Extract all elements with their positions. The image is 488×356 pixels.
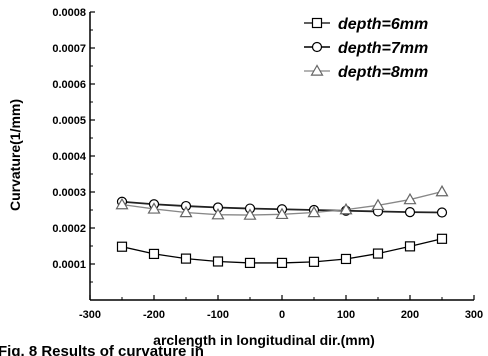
data-point bbox=[212, 256, 224, 267]
series-layer bbox=[115, 184, 449, 269]
data-point bbox=[179, 205, 193, 218]
x-tick-label: -100 bbox=[207, 309, 229, 321]
data-point bbox=[275, 207, 289, 220]
data-point bbox=[243, 208, 257, 220]
data-point bbox=[147, 202, 161, 214]
y-tick-label: 0.0004 bbox=[52, 151, 87, 163]
data-point bbox=[339, 202, 353, 215]
data-point bbox=[404, 207, 416, 218]
y-tick-label: 0.0005 bbox=[52, 115, 86, 127]
y-tick-label: 0.0008 bbox=[52, 7, 86, 19]
data-point bbox=[244, 257, 256, 269]
ticks: -300 -200 -100 0 100 200 300 0.0001 0.0002 0.0003… bbox=[52, 7, 483, 321]
data-point bbox=[403, 192, 417, 205]
data-point bbox=[211, 207, 225, 220]
y-tick-label: 0.0007 bbox=[52, 43, 86, 55]
data-point bbox=[308, 256, 320, 267]
x-tick-label: 200 bbox=[401, 309, 419, 321]
data-point bbox=[180, 253, 192, 264]
x-axis-title: arclength in longitudinal dir.(mm) bbox=[153, 332, 375, 348]
y-axis-title: Curvature(1/mm) bbox=[7, 99, 23, 211]
data-point bbox=[148, 248, 160, 260]
series-triangle bbox=[115, 184, 449, 220]
y-tick-label: 0.0006 bbox=[52, 79, 86, 91]
figure-caption-fragment: Fig. 8 Results of curvature in bbox=[0, 343, 204, 356]
data-point bbox=[307, 205, 321, 218]
x-tick-label: 100 bbox=[337, 309, 355, 321]
x-tick-label: -300 bbox=[79, 309, 101, 321]
data-point bbox=[372, 248, 384, 259]
data-point bbox=[276, 257, 288, 269]
legend: depth=6mm depth=7mm depth=8mm bbox=[304, 16, 428, 81]
y-tick-label: 0.0002 bbox=[52, 223, 86, 235]
y-tick-label: 0.0003 bbox=[52, 187, 86, 199]
data-point bbox=[435, 184, 449, 197]
data-point bbox=[436, 207, 448, 218]
data-point bbox=[116, 241, 128, 252]
legend-marker bbox=[311, 17, 323, 29]
legend-label: depth=7mm bbox=[338, 40, 428, 57]
data-point bbox=[371, 198, 385, 211]
data-point bbox=[404, 241, 416, 252]
legend-label: depth=6mm bbox=[338, 16, 428, 33]
x-tick-label: 300 bbox=[465, 309, 483, 321]
legend-marker bbox=[311, 41, 323, 53]
legend-marker bbox=[310, 64, 324, 76]
data-point bbox=[436, 233, 448, 244]
legend-label: depth=8mm bbox=[338, 64, 428, 81]
series-square bbox=[116, 233, 448, 269]
y-tick-label: 0.0001 bbox=[52, 259, 86, 271]
data-point bbox=[340, 253, 352, 265]
x-tick-label: 0 bbox=[279, 309, 285, 321]
x-tick-label: -200 bbox=[143, 309, 165, 321]
data-point bbox=[115, 197, 129, 210]
